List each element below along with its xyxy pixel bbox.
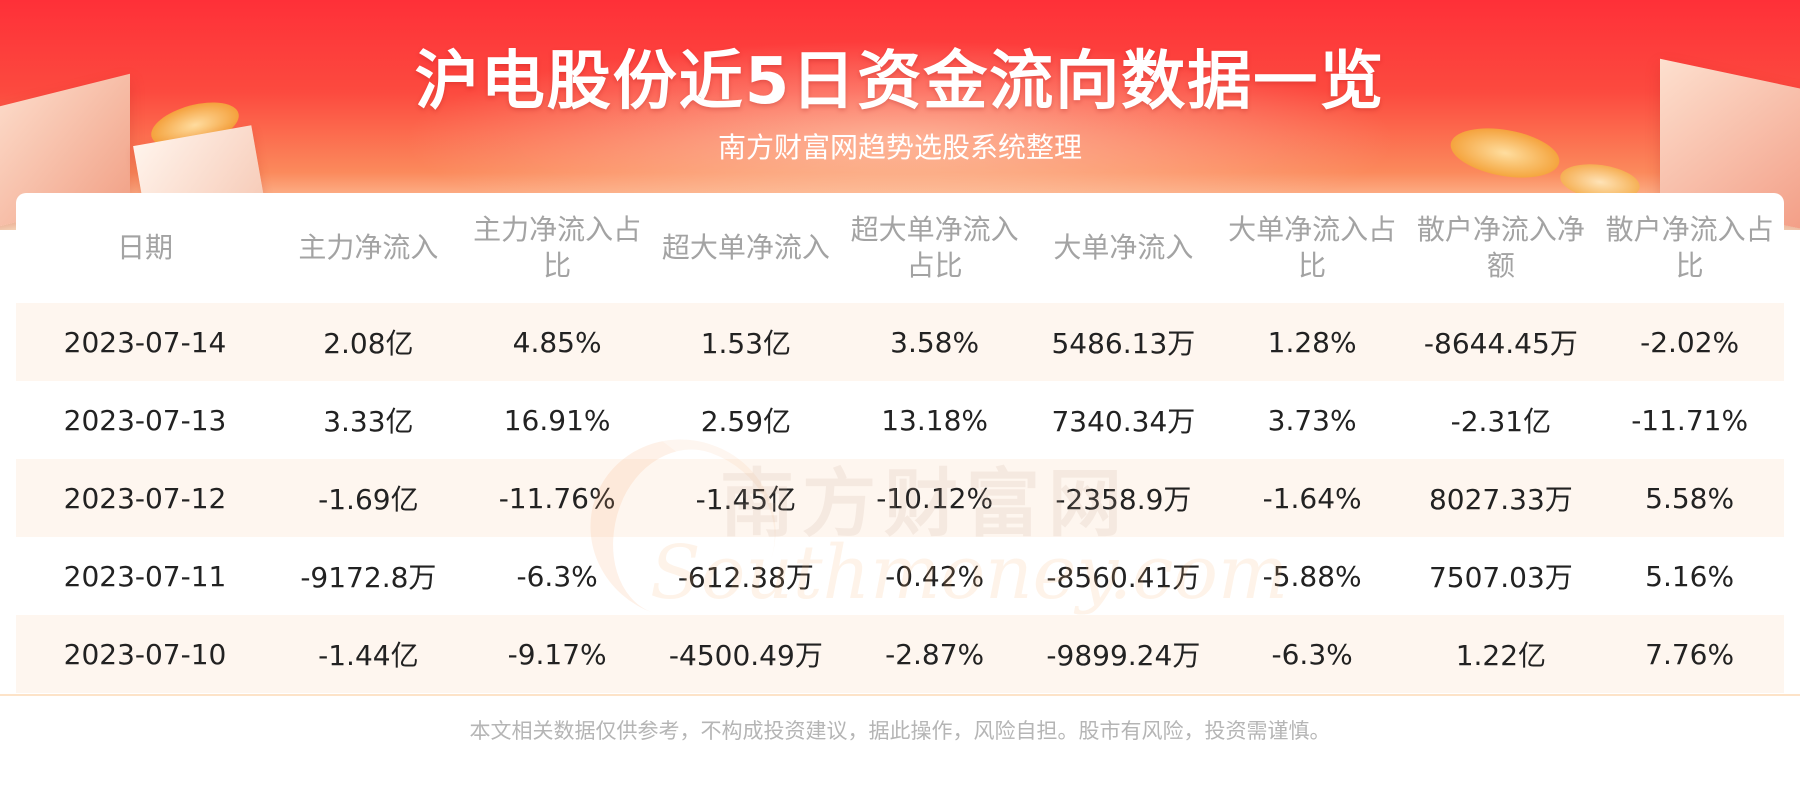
column-header-main-inflow-ratio: 主力净流入占比 — [473, 213, 642, 282]
table-cell: 3.73% — [1217, 381, 1407, 459]
column-header-super-large-inflow: 超大单净流入 — [661, 231, 830, 264]
table-cell: -5.88% — [1217, 537, 1407, 615]
disclaimer-text: 本文相关数据仅供参考，不构成投资建议，据此操作，风险自担。股市有风险，投资需谨慎… — [469, 719, 1331, 743]
table-cell: -11.76% — [462, 459, 652, 537]
table-cell: 5.16% — [1595, 537, 1784, 615]
table-cell: -4500.49万 — [651, 615, 841, 693]
table-cell: -1.44亿 — [274, 615, 463, 693]
table-cell: 4.85% — [462, 303, 652, 381]
column-header-retail-net-inflow: 散户净流入净额 — [1416, 213, 1585, 282]
column-header-main-inflow: 主力净流入 — [298, 231, 439, 264]
table-cell: 2023-07-14 — [16, 303, 274, 381]
footer-divider — [0, 694, 1800, 696]
table-cell: -11.71% — [1595, 381, 1784, 459]
column-header-retail-inflow-ratio: 散户净流入占比 — [1605, 213, 1774, 282]
table-cell: 1.53亿 — [651, 303, 841, 381]
table-cell: 2023-07-10 — [16, 615, 274, 693]
table-cell: 3.33亿 — [274, 381, 463, 459]
table-cell: 1.22亿 — [1406, 615, 1596, 693]
table-cell: 7.76% — [1595, 615, 1784, 693]
column-header-large-inflow: 大单净流入 — [1053, 231, 1194, 264]
table-row: 2023-07-12 -1.69亿 -11.76% -1.45亿 -10.12%… — [16, 459, 1784, 537]
table-cell: 2.08亿 — [274, 303, 463, 381]
table-row: 2023-07-13 3.33亿 16.91% 2.59亿 13.18% 734… — [16, 381, 1784, 459]
table-cell: -2.02% — [1595, 303, 1784, 381]
table-cell: 5486.13万 — [1029, 303, 1218, 381]
table-cell: -9172.8万 — [274, 537, 463, 615]
table-cell: 3.58% — [840, 303, 1029, 381]
table-row: 2023-07-14 2.08亿 4.85% 1.53亿 3.58% 5486.… — [16, 303, 1784, 381]
table-row: 2023-07-11 -9172.8万 -6.3% -612.38万 -0.42… — [16, 537, 1784, 615]
table-cell: -2.87% — [840, 615, 1029, 693]
table-cell: 2023-07-11 — [16, 537, 274, 615]
table-cell: -1.64% — [1217, 459, 1407, 537]
table-cell: -6.3% — [462, 537, 652, 615]
table-cell: 16.91% — [462, 381, 652, 459]
page-title: 沪电股份近5日资金流向数据一览 — [414, 45, 1386, 119]
column-header-large-inflow-ratio: 大单净流入占比 — [1228, 213, 1397, 282]
fund-flow-table: 日期 主力净流入 主力净流入占比 超大单净流入 超大单净流入占比 大单净流入 大… — [16, 193, 1784, 693]
table-cell: 8027.33万 — [1406, 459, 1596, 537]
table-row: 2023-07-10 -1.44亿 -9.17% -4500.49万 -2.87… — [16, 615, 1784, 693]
table-cell: -0.42% — [840, 537, 1029, 615]
header-banner: 沪电股份近5日资金流向数据一览 南方财富网趋势选股系统整理 — [0, 0, 1800, 230]
table-cell: -1.45亿 — [651, 459, 841, 537]
table-cell: 2.59亿 — [651, 381, 841, 459]
table-cell: -6.3% — [1217, 615, 1407, 693]
table-cell: 5.58% — [1595, 459, 1784, 537]
table-cell: -1.69亿 — [274, 459, 463, 537]
table-cell: -10.12% — [840, 459, 1029, 537]
table-cell: -8560.41万 — [1029, 537, 1218, 615]
page-subtitle: 南方财富网趋势选股系统整理 — [717, 131, 1082, 164]
table-cell: -2.31亿 — [1406, 381, 1596, 459]
table-cell: 1.28% — [1217, 303, 1407, 381]
table-header-row: 日期 主力净流入 主力净流入占比 超大单净流入 超大单净流入占比 大单净流入 大… — [16, 193, 1784, 303]
table-cell: -9899.24万 — [1029, 615, 1218, 693]
table-cell: -8644.45万 — [1406, 303, 1596, 381]
table-cell: -9.17% — [462, 615, 652, 693]
column-header-super-large-inflow-ratio: 超大单净流入占比 — [850, 213, 1019, 282]
table-cell: 2023-07-13 — [16, 381, 274, 459]
table-cell: -612.38万 — [651, 537, 841, 615]
table-cell: 7507.03万 — [1406, 537, 1596, 615]
table-cell: 7340.34万 — [1029, 381, 1218, 459]
table-cell: 2023-07-12 — [16, 459, 274, 537]
table-cell: 13.18% — [840, 381, 1029, 459]
column-header-date: 日期 — [116, 231, 173, 264]
table-cell: -2358.9万 — [1029, 459, 1218, 537]
